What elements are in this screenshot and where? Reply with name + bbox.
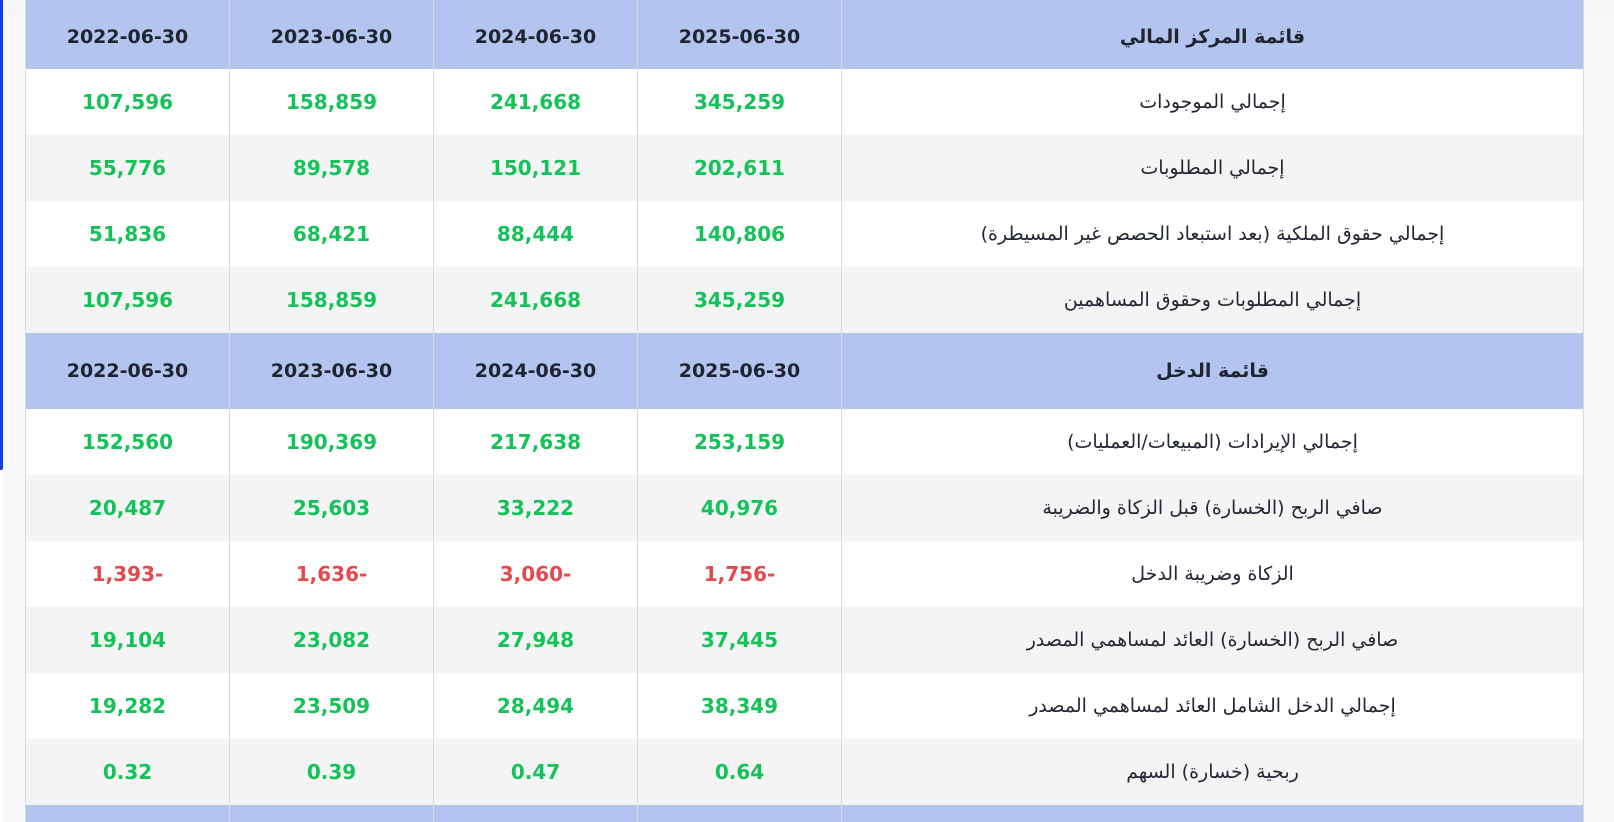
value-cell: 190,369 bbox=[229, 409, 434, 475]
value-cell: 89,578 bbox=[229, 135, 434, 201]
value-cell: 68,421 bbox=[229, 201, 434, 267]
value-cell: 28,494 bbox=[433, 673, 638, 739]
value-cell: 217,638 bbox=[433, 409, 638, 475]
value-cell: 19,282 bbox=[25, 673, 230, 739]
date-header: 2022-06-30 bbox=[25, 333, 230, 409]
section-title bbox=[841, 805, 1584, 822]
value-cell: 1,636- bbox=[229, 541, 434, 607]
row-label: إجمالي المطلوبات bbox=[841, 135, 1584, 201]
date-header: 2022-06-30 bbox=[25, 0, 230, 69]
value-cell: 1,756- bbox=[637, 541, 842, 607]
value-cell: 107,596 bbox=[25, 267, 230, 333]
table-row: 107,596 158,859 241,668 345,259 إجمالي ا… bbox=[25, 267, 1584, 333]
right-gutter bbox=[1583, 12, 1614, 822]
value-cell: 0.47 bbox=[433, 739, 638, 805]
value-cell: 37,445 bbox=[637, 607, 842, 673]
date-header bbox=[637, 805, 842, 822]
table-row: 19,104 23,082 27,948 37,445 صافي الربح (… bbox=[25, 607, 1584, 673]
income-statement-title: قائمة الدخل bbox=[841, 333, 1584, 409]
row-label: إجمالي حقوق الملكية (بعد استبعاد الحصص غ… bbox=[841, 201, 1584, 267]
value-cell: 3,060- bbox=[433, 541, 638, 607]
value-cell: 20,487 bbox=[25, 475, 230, 541]
value-cell: 107,596 bbox=[25, 69, 230, 135]
next-section-header-row bbox=[25, 805, 1584, 822]
value-cell: 33,222 bbox=[433, 475, 638, 541]
value-cell: 1,393- bbox=[25, 541, 230, 607]
table-row: 19,282 23,509 28,494 38,349 إجمالي الدخل… bbox=[25, 673, 1584, 739]
value-cell: 55,776 bbox=[25, 135, 230, 201]
table-row: 1,393- 1,636- 3,060- 1,756- الزكاة وضريب… bbox=[25, 541, 1584, 607]
value-cell: 345,259 bbox=[637, 69, 842, 135]
value-cell: 23,509 bbox=[229, 673, 434, 739]
row-label: صافي الربح (الخسارة) قبل الزكاة والضريبة bbox=[841, 475, 1584, 541]
value-cell: 51,836 bbox=[25, 201, 230, 267]
value-cell: 150,121 bbox=[433, 135, 638, 201]
date-header-text: 2024-06-30 bbox=[474, 25, 597, 48]
date-header: 2025-06-30 bbox=[637, 333, 842, 409]
financials-table: 2022-06-30 2023-06-30 2024-06-30 2025-06… bbox=[25, 0, 1584, 822]
table-row: 107,596 158,859 241,668 345,259 إجمالي ا… bbox=[25, 69, 1584, 135]
row-label: إجمالي المطلوبات وحقوق المساهمين bbox=[841, 267, 1584, 333]
date-header bbox=[433, 805, 638, 822]
date-header: 2023-06-30 bbox=[229, 0, 434, 69]
table-row: 152,560 190,369 217,638 253,159 إجمالي ا… bbox=[25, 409, 1584, 475]
value-cell: 152,560 bbox=[25, 409, 230, 475]
date-header-text: 2023-06-30 bbox=[270, 25, 393, 48]
value-cell: 88,444 bbox=[433, 201, 638, 267]
row-label: ربحية (خسارة) السهم bbox=[841, 739, 1584, 805]
income-statement-header-row: 2022-06-30 2023-06-30 2024-06-30 2025-06… bbox=[25, 333, 1584, 409]
section-title: قائمة المركز المالي bbox=[841, 0, 1584, 69]
table-row: 51,836 68,421 88,444 140,806 إجمالي حقوق… bbox=[25, 201, 1584, 267]
row-label: إجمالي الدخل الشامل العائد لمساهمي المصد… bbox=[841, 673, 1584, 739]
date-header: 2025-06-30 bbox=[637, 0, 842, 69]
table-row: 20,487 25,603 33,222 40,976 صافي الربح (… bbox=[25, 475, 1584, 541]
value-cell: 241,668 bbox=[433, 267, 638, 333]
value-cell: 253,159 bbox=[637, 409, 842, 475]
value-cell: 345,259 bbox=[637, 267, 842, 333]
row-label: إجمالي الإيرادات (المبيعات/العمليات) bbox=[841, 409, 1584, 475]
value-cell: 27,948 bbox=[433, 607, 638, 673]
row-label: الزكاة وضريبة الدخل bbox=[841, 541, 1584, 607]
value-cell: 0.39 bbox=[229, 739, 434, 805]
value-cell: 0.32 bbox=[25, 739, 230, 805]
balance-sheet-title: قائمة المركز المالي bbox=[1119, 25, 1306, 48]
date-header: 2024-06-30 bbox=[433, 333, 638, 409]
date-header-text: 2025-06-30 bbox=[678, 25, 801, 48]
date-header bbox=[25, 805, 230, 822]
value-cell: 241,668 bbox=[433, 69, 638, 135]
value-cell: 158,859 bbox=[229, 267, 434, 333]
value-cell: 23,082 bbox=[229, 607, 434, 673]
row-label: إجمالي الموجودات bbox=[841, 69, 1584, 135]
value-cell: 25,603 bbox=[229, 475, 434, 541]
financials-table-wrapper: 2022-06-30 2023-06-30 2024-06-30 2025-06… bbox=[25, 0, 1584, 822]
value-cell: 40,976 bbox=[637, 475, 842, 541]
date-header: 2024-06-30 bbox=[433, 0, 638, 69]
value-cell: 158,859 bbox=[229, 69, 434, 135]
value-cell: 0.64 bbox=[637, 739, 842, 805]
date-header: 2023-06-30 bbox=[229, 333, 434, 409]
left-gutter bbox=[3, 12, 26, 822]
value-cell: 19,104 bbox=[25, 607, 230, 673]
balance-sheet-header-row: 2022-06-30 2023-06-30 2024-06-30 2025-06… bbox=[25, 0, 1584, 69]
table-row: 0.32 0.39 0.47 0.64 ربحية (خسارة) السهم bbox=[25, 739, 1584, 805]
value-cell: 140,806 bbox=[637, 201, 842, 267]
date-header bbox=[229, 805, 434, 822]
left-accent-bar bbox=[0, 0, 3, 470]
date-header-text: 2022-06-30 bbox=[66, 25, 189, 48]
row-label: صافي الربح (الخسارة) العائد لمساهمي المص… bbox=[841, 607, 1584, 673]
value-cell: 202,611 bbox=[637, 135, 842, 201]
table-row: 55,776 89,578 150,121 202,611 إجمالي الم… bbox=[25, 135, 1584, 201]
value-cell: 38,349 bbox=[637, 673, 842, 739]
